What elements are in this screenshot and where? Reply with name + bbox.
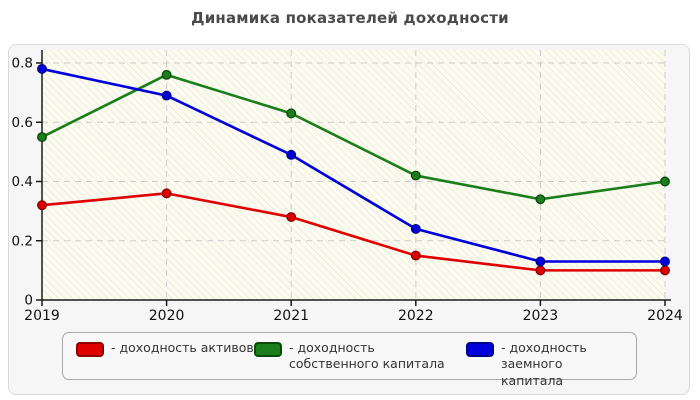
x-tick-label: 2020 bbox=[149, 308, 185, 324]
data-point-marker bbox=[37, 63, 47, 74]
legend-swatch-green bbox=[254, 342, 282, 357]
data-point-marker bbox=[410, 223, 421, 234]
data-point-marker bbox=[286, 212, 297, 223]
data-point-marker bbox=[161, 188, 172, 199]
data-point-marker bbox=[286, 108, 297, 119]
legend-swatch-red bbox=[76, 342, 104, 357]
data-point-marker bbox=[535, 265, 546, 276]
legend-item: - доходность собственного капитала bbox=[254, 340, 466, 373]
data-point-marker bbox=[535, 194, 546, 205]
data-point-marker bbox=[37, 132, 47, 143]
data-point-marker bbox=[535, 256, 546, 267]
legend-label: - доходность заемного капитала bbox=[501, 340, 587, 388]
x-tick-label: 2024 bbox=[647, 308, 683, 324]
y-tick-label: 0.8 bbox=[12, 56, 33, 72]
legend-item: - доходность активов bbox=[76, 340, 254, 357]
series-line bbox=[40, 73, 667, 201]
legend-item: - доходность заемного капитала bbox=[466, 340, 626, 389]
data-point-marker bbox=[410, 250, 421, 261]
data-point-marker bbox=[660, 265, 670, 276]
y-tick-label: 0 bbox=[24, 293, 33, 309]
x-tick-label: 2019 bbox=[24, 308, 60, 324]
x-tick-label: 2022 bbox=[398, 308, 434, 324]
legend-label: - доходность собственного капитала bbox=[289, 340, 445, 372]
legend-swatch-blue bbox=[466, 342, 494, 357]
x-tick-label: 2023 bbox=[523, 308, 559, 324]
x-tick-label: 2021 bbox=[273, 308, 309, 324]
series-line bbox=[40, 192, 667, 272]
data-point-marker bbox=[660, 256, 670, 267]
data-point-marker bbox=[286, 149, 297, 160]
data-point-marker bbox=[161, 69, 172, 80]
data-point-marker bbox=[660, 176, 670, 187]
data-point-marker bbox=[37, 200, 47, 211]
y-tick-label: 0.2 bbox=[12, 233, 33, 249]
y-tick-label: 0.4 bbox=[12, 174, 33, 190]
data-point-marker bbox=[161, 90, 172, 101]
y-tick-label: 0.6 bbox=[12, 115, 33, 131]
legend-label: - доходность активов bbox=[111, 340, 254, 355]
series-line bbox=[40, 67, 667, 263]
chart-legend: - доходность активов - доходность собств… bbox=[62, 332, 637, 388]
data-point-marker bbox=[410, 170, 421, 181]
chart-title: Динамика показателей доходности bbox=[191, 9, 509, 27]
